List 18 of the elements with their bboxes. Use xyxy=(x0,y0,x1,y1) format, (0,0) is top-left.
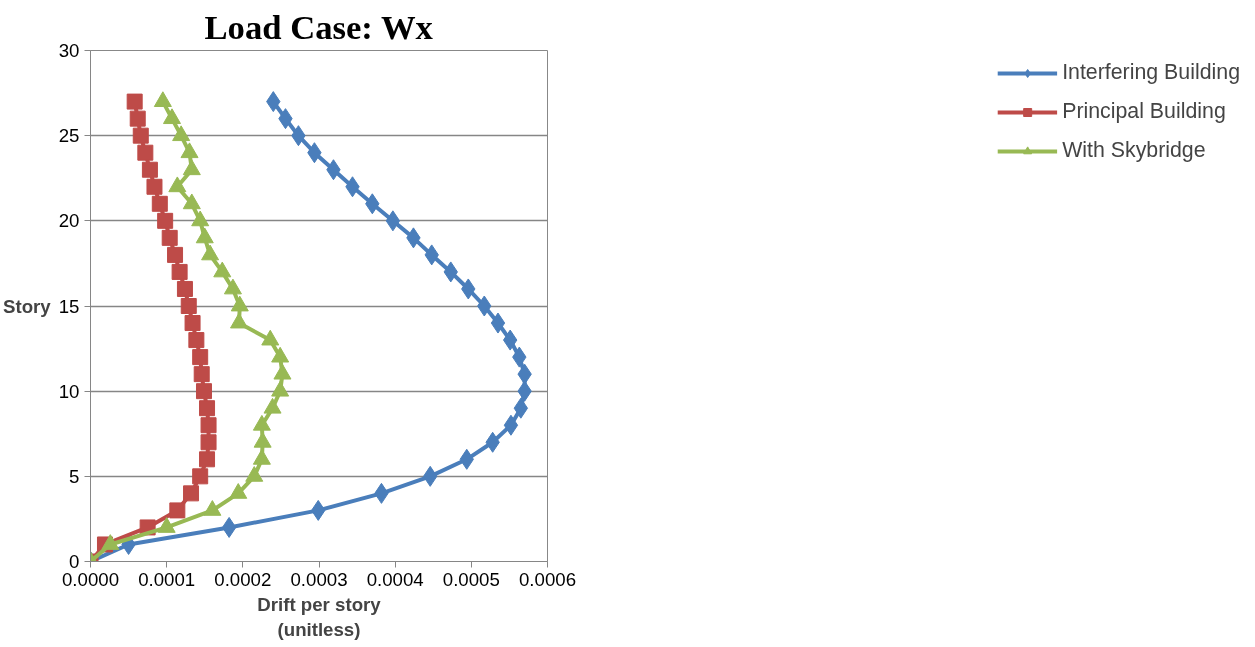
x-tick-label: 0.0002 xyxy=(214,568,272,590)
y-tick-label: 5 xyxy=(69,465,80,487)
y-axis-title: Story xyxy=(3,295,52,317)
y-tick-label: 20 xyxy=(58,210,80,232)
x-tick-label: 0.0005 xyxy=(442,568,500,590)
x-axis-title: Drift per story (unitless) xyxy=(257,593,382,640)
y-tick-label: 30 xyxy=(58,40,80,61)
chart-title: Load Case: Wx xyxy=(204,7,434,46)
y-tick-label: 10 xyxy=(58,380,80,402)
y-tick-label: 25 xyxy=(58,125,80,147)
legend-label: Principal Building xyxy=(1062,99,1226,124)
x-tick-label: 0.0001 xyxy=(138,568,196,590)
x-tick-label: 0.0004 xyxy=(366,568,424,590)
legend-label: With Skybridge xyxy=(1062,138,1206,163)
x-tick-label: 0.0006 xyxy=(518,568,577,590)
legend-label: Interfering Building xyxy=(1062,60,1240,85)
y-tick-label: 15 xyxy=(58,295,80,317)
x-tick-label: 0.0003 xyxy=(290,568,348,590)
